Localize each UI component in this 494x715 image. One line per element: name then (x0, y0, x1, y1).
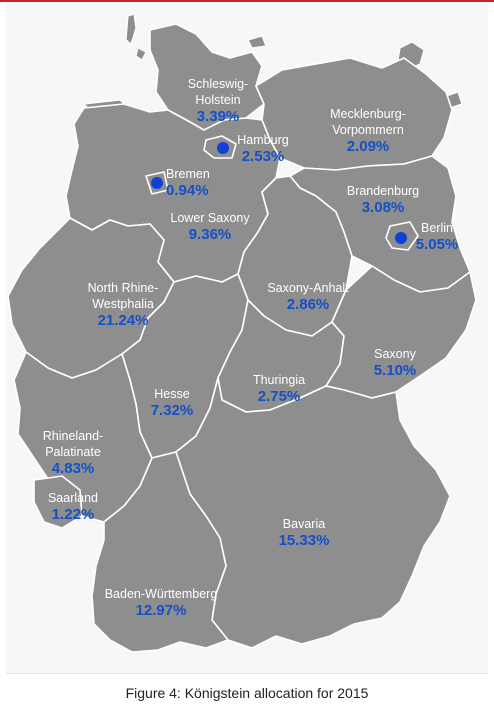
label-schleswig-holstein: Schleswig- Holstein 3.39% (180, 76, 256, 126)
hamburg-city-dot (217, 142, 229, 154)
share-thuringia: 2.75% (257, 388, 301, 405)
share-saxony-anhalt: 2.86% (286, 296, 330, 313)
name-baden-wurttemberg: Baden-Württemberg (104, 587, 218, 601)
share-baden-wurttemberg: 12.97% (135, 602, 187, 619)
name-rhineland-2: Palatinate (45, 445, 101, 459)
label-saxony: Saxony 5.10% (360, 346, 430, 380)
label-thuringia: Thuringia 2.75% (244, 372, 314, 406)
north-frisian-islands (125, 13, 147, 61)
label-bavaria: Bavaria 15.33% (266, 516, 342, 550)
name-mecklenburg-2: Vorpommern (332, 123, 404, 137)
state-saxony (325, 265, 477, 399)
name-lower-saxony: Lower Saxony (170, 211, 250, 225)
label-brandenburg: Brandenburg 3.08% (338, 183, 428, 217)
label-mecklenburg-vorpommern: Mecklenburg- Vorpommern 2.09% (318, 106, 418, 156)
share-bavaria: 15.33% (278, 532, 330, 549)
name-hamburg: Hamburg (237, 133, 289, 147)
label-berlin: Berlin 5.05% (412, 220, 462, 254)
fehmarn-island (247, 35, 267, 49)
name-saxony-anhalt: Saxony-Anhalt (267, 281, 349, 295)
name-nrw-1: North Rhine- (87, 281, 159, 295)
share-bremen: 0.94% (166, 182, 209, 199)
share-lower-saxony: 9.36% (188, 226, 232, 243)
share-saxony: 5.10% (373, 362, 417, 379)
state-baden-wurttemberg (91, 451, 229, 653)
top-rule (0, 0, 494, 2)
label-hamburg: Hamburg 2.53% (230, 132, 296, 166)
label-lower-saxony: Lower Saxony 9.36% (158, 210, 262, 244)
share-schleswig-holstein: 3.39% (196, 108, 240, 125)
share-hamburg: 2.53% (241, 148, 285, 165)
name-saxony: Saxony (374, 347, 416, 361)
share-berlin: 5.05% (415, 236, 459, 253)
berlin-city-dot (395, 232, 407, 244)
name-mecklenburg-1: Mecklenburg- (330, 107, 406, 121)
name-bremen: Bremen (166, 167, 210, 181)
name-rhineland-1: Rhineland- (42, 429, 104, 443)
name-hesse: Hesse (154, 387, 190, 401)
share-mecklenburg: 2.09% (346, 138, 390, 155)
label-baden-wurttemberg: Baden-Württemberg 12.97% (96, 586, 226, 620)
name-nrw-2: Westphalia (92, 297, 154, 311)
share-rhineland: 4.83% (51, 460, 95, 477)
state-schleswig-holstein (149, 23, 265, 131)
name-brandenburg: Brandenburg (346, 184, 420, 198)
label-bremen: Bremen 0.94% (166, 166, 222, 200)
name-schleswig-holstein-2: Holstein (195, 93, 241, 107)
label-north-rhine-westphalia: North Rhine- Westphalia 21.24% (76, 280, 170, 330)
state-saarland (33, 475, 83, 529)
bremen-city-dot (151, 177, 163, 189)
share-hesse: 7.32% (150, 402, 194, 419)
name-thuringia: Thuringia (252, 373, 306, 387)
name-schleswig-holstein-1: Schleswig- (187, 77, 249, 91)
name-saarland: Saarland (47, 491, 99, 505)
share-saarland: 1.22% (51, 506, 95, 523)
figure-caption: Figure 4: Königstein allocation for 2015 (125, 685, 369, 701)
name-bavaria: Bavaria (282, 517, 326, 531)
share-nrw: 21.24% (97, 312, 149, 329)
label-rhineland-palatinate: Rhineland- Palatinate 4.83% (32, 428, 114, 478)
label-saarland: Saarland 1.22% (40, 490, 106, 524)
label-hesse: Hesse 7.32% (140, 386, 204, 420)
name-berlin: Berlin (421, 221, 453, 235)
label-saxony-anhalt: Saxony-Anhalt 2.86% (256, 280, 360, 314)
share-brandenburg: 3.08% (361, 199, 405, 216)
